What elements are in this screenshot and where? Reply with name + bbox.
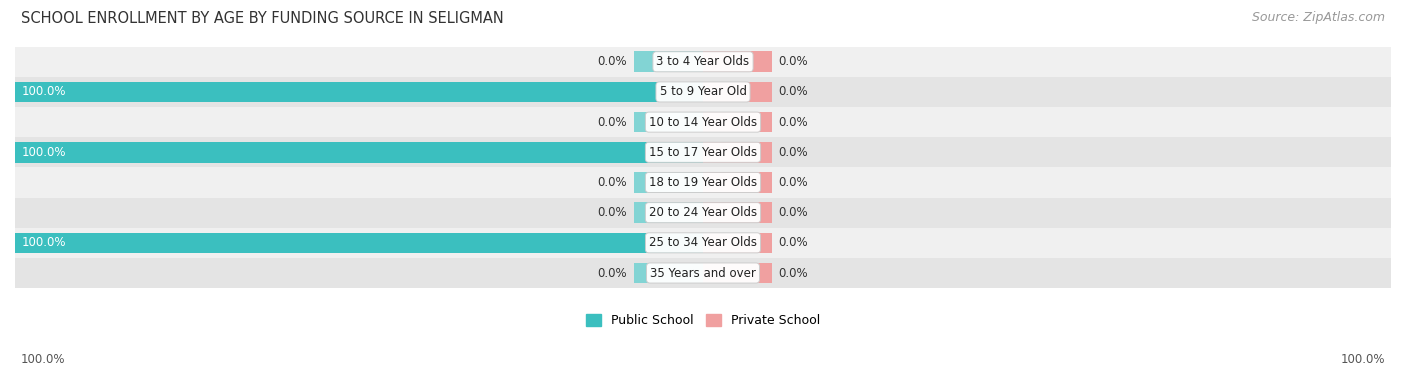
Bar bbox=[634, 112, 703, 132]
Text: 100.0%: 100.0% bbox=[1340, 353, 1385, 366]
Text: 100.0%: 100.0% bbox=[22, 146, 66, 159]
Bar bbox=[15, 107, 1391, 137]
Text: 0.0%: 0.0% bbox=[779, 176, 808, 189]
Bar bbox=[703, 263, 772, 283]
Bar bbox=[15, 233, 703, 253]
Bar bbox=[703, 233, 772, 253]
Text: 100.0%: 100.0% bbox=[21, 353, 66, 366]
Text: 0.0%: 0.0% bbox=[779, 146, 808, 159]
Bar bbox=[703, 142, 772, 162]
Bar bbox=[15, 82, 703, 102]
Bar bbox=[634, 172, 703, 193]
Text: 0.0%: 0.0% bbox=[598, 55, 627, 68]
Text: 100.0%: 100.0% bbox=[22, 86, 66, 98]
Text: 35 Years and over: 35 Years and over bbox=[650, 267, 756, 279]
Bar bbox=[15, 198, 1391, 228]
Bar bbox=[703, 112, 772, 132]
Text: 0.0%: 0.0% bbox=[598, 176, 627, 189]
Text: 0.0%: 0.0% bbox=[598, 267, 627, 279]
Text: 25 to 34 Year Olds: 25 to 34 Year Olds bbox=[650, 236, 756, 249]
Bar bbox=[15, 77, 1391, 107]
Text: 100.0%: 100.0% bbox=[22, 236, 66, 249]
Text: 0.0%: 0.0% bbox=[779, 267, 808, 279]
Bar bbox=[15, 142, 703, 162]
Text: 0.0%: 0.0% bbox=[779, 236, 808, 249]
Text: 20 to 24 Year Olds: 20 to 24 Year Olds bbox=[650, 206, 756, 219]
Text: 3 to 4 Year Olds: 3 to 4 Year Olds bbox=[657, 55, 749, 68]
Text: 5 to 9 Year Old: 5 to 9 Year Old bbox=[659, 86, 747, 98]
Bar bbox=[15, 228, 1391, 258]
Text: 0.0%: 0.0% bbox=[598, 116, 627, 129]
Bar bbox=[15, 258, 1391, 288]
Text: 0.0%: 0.0% bbox=[779, 55, 808, 68]
Bar bbox=[703, 172, 772, 193]
Bar bbox=[15, 47, 1391, 77]
Bar bbox=[703, 202, 772, 223]
Bar bbox=[703, 82, 772, 102]
Legend: Public School, Private School: Public School, Private School bbox=[586, 314, 820, 327]
Text: 0.0%: 0.0% bbox=[779, 206, 808, 219]
Text: 0.0%: 0.0% bbox=[779, 116, 808, 129]
Text: Source: ZipAtlas.com: Source: ZipAtlas.com bbox=[1251, 11, 1385, 24]
Text: SCHOOL ENROLLMENT BY AGE BY FUNDING SOURCE IN SELIGMAN: SCHOOL ENROLLMENT BY AGE BY FUNDING SOUR… bbox=[21, 11, 503, 26]
Bar bbox=[634, 202, 703, 223]
Text: 10 to 14 Year Olds: 10 to 14 Year Olds bbox=[650, 116, 756, 129]
Bar bbox=[703, 52, 772, 72]
Text: 15 to 17 Year Olds: 15 to 17 Year Olds bbox=[650, 146, 756, 159]
Text: 0.0%: 0.0% bbox=[779, 86, 808, 98]
Bar bbox=[634, 52, 703, 72]
Text: 18 to 19 Year Olds: 18 to 19 Year Olds bbox=[650, 176, 756, 189]
Bar bbox=[15, 167, 1391, 198]
Text: 0.0%: 0.0% bbox=[598, 206, 627, 219]
Bar bbox=[634, 263, 703, 283]
Bar bbox=[15, 137, 1391, 167]
